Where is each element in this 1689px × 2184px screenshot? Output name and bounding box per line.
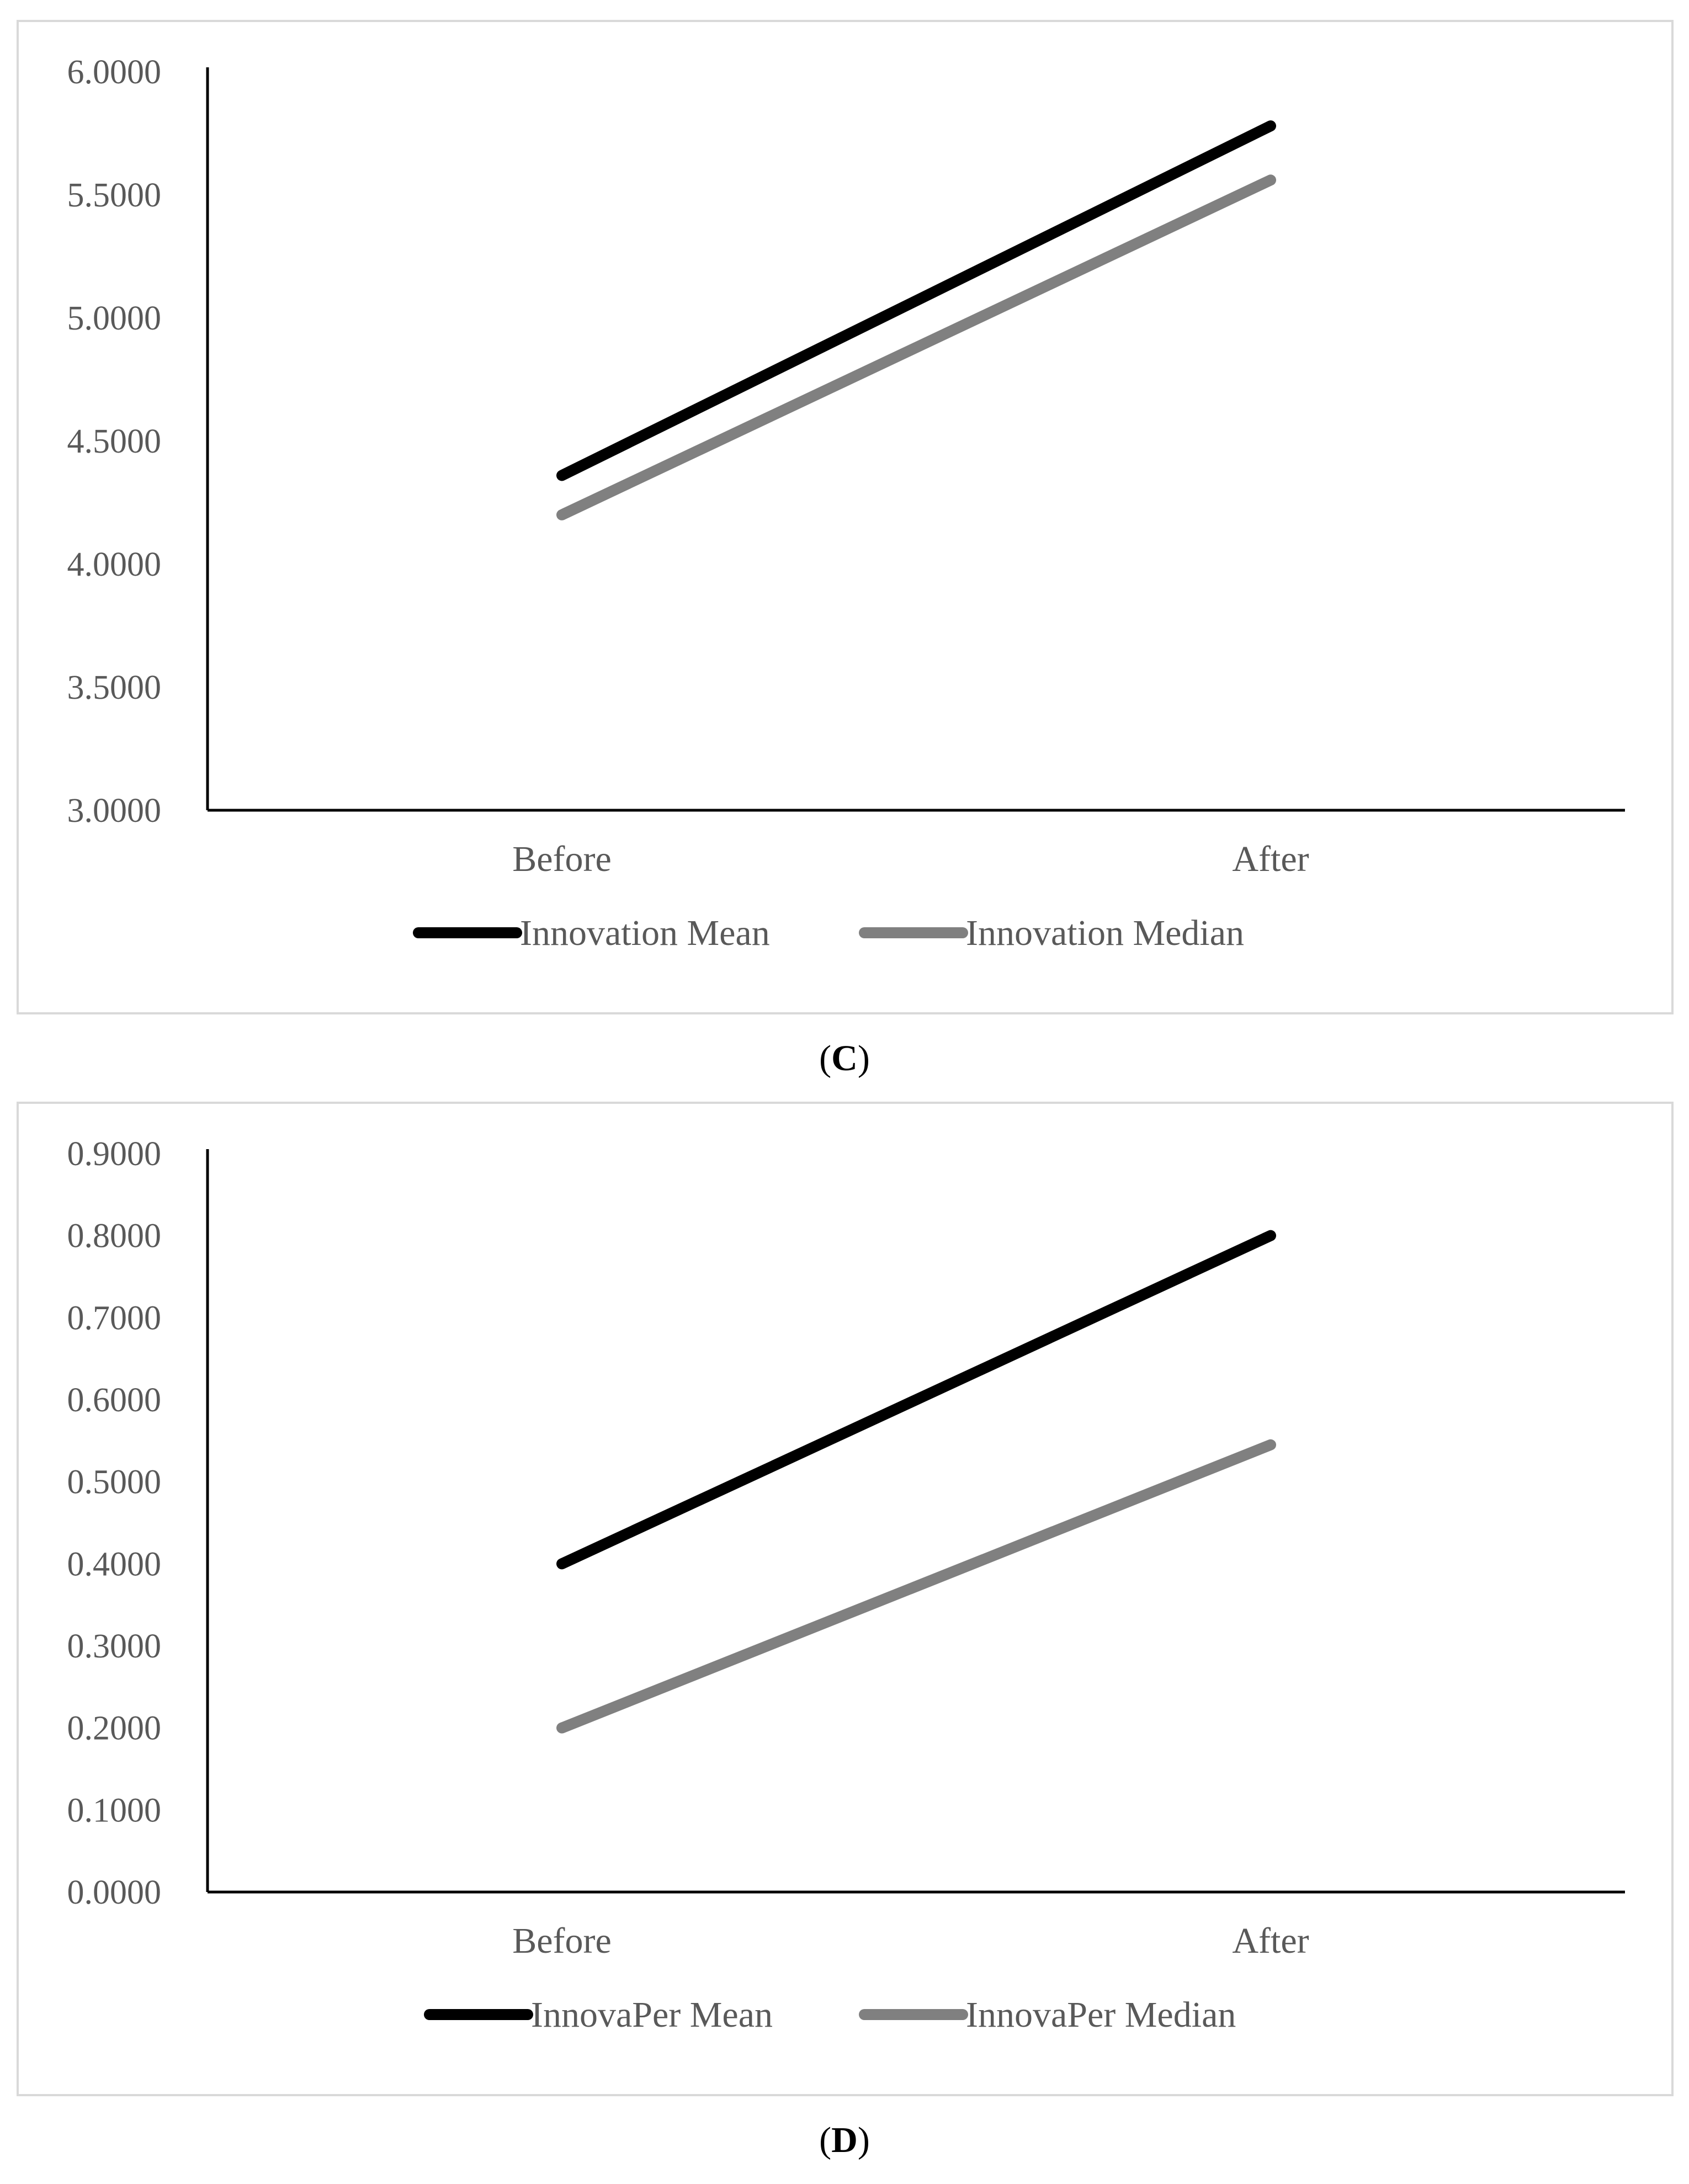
y-tick-label: 6.0000 xyxy=(67,54,162,91)
y-tick-label: 0.1000 xyxy=(67,1792,162,1829)
y-tick-label: 0.4000 xyxy=(67,1545,162,1583)
chart-c-svg: 3.0000 3.5000 4.0000 4.5000 5.0000 5.5000 6.00… xyxy=(67,54,1625,953)
caption-c: (C) xyxy=(819,1038,870,1078)
series-line-mean xyxy=(556,120,1276,481)
caption-c-letter: C xyxy=(831,1038,858,1078)
x-category-label: After xyxy=(1232,1921,1309,1961)
y-tick-label: 0.8000 xyxy=(67,1218,162,1255)
y-tick-label: 0.0000 xyxy=(67,1874,162,1911)
legend-label-median: InnovaPer Median xyxy=(966,1995,1236,2035)
y-tick-label: 0.5000 xyxy=(67,1464,162,1501)
chart-d-svg: 0.0000 0.1000 0.2000 0.3000 0.4000 0.5000 0.60… xyxy=(67,1135,1625,2035)
x-category-label: Before xyxy=(512,1921,612,1961)
y-tick-label: 0.7000 xyxy=(67,1299,162,1337)
y-tick-label: 0.6000 xyxy=(67,1381,162,1419)
x-category-label: After xyxy=(1232,839,1309,879)
x-category-label: Before xyxy=(512,839,612,879)
y-tick-label: 5.5000 xyxy=(67,177,162,214)
legend-label-mean: InnovaPer Mean xyxy=(531,1995,773,2035)
legend-label-median: Innovation Median xyxy=(966,913,1244,953)
y-tick-label: 3.5000 xyxy=(67,669,162,706)
y-tick-label: 0.9000 xyxy=(67,1135,162,1173)
y-tick-label: 0.2000 xyxy=(67,1710,162,1747)
series-line-mean xyxy=(556,1230,1276,1570)
y-tick-label: 5.0000 xyxy=(67,300,162,337)
caption-d: (D) xyxy=(819,2120,870,2160)
series-line-median xyxy=(556,1439,1276,1734)
legend-label-mean: Innovation Mean xyxy=(520,913,770,953)
y-tick-label: 4.5000 xyxy=(67,423,162,460)
series-line-median xyxy=(556,174,1276,520)
y-tick-label: 4.0000 xyxy=(67,546,162,583)
chart-panel-d: 0.0000 0.1000 0.2000 0.3000 0.4000 0.5000 0.60… xyxy=(17,1102,1674,2096)
caption-d-letter: D xyxy=(831,2120,858,2160)
y-tick-label: 0.3000 xyxy=(67,1628,162,1665)
chart-panel-c: 3.0000 3.5000 4.0000 4.5000 5.0000 5.5000 6.00… xyxy=(17,20,1674,1014)
y-tick-label: 3.0000 xyxy=(67,792,162,830)
